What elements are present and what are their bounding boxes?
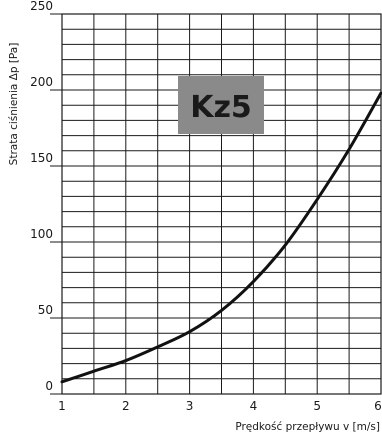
plot-frame [61, 13, 382, 395]
badge-box [178, 76, 264, 134]
x-tick-label: 2 [122, 399, 130, 413]
x-axis-label: Prędkość przepływu v [m/s] [235, 421, 380, 433]
badge-label: Kz5 [190, 90, 252, 125]
y-tick-label: 100 [30, 227, 53, 241]
x-tick-label: 1 [58, 399, 66, 413]
labels: Prędkość przepływu v [m/s] Strata ciśnie… [8, 43, 380, 433]
series-badge: Kz5 [178, 76, 264, 134]
y-tick-label: 0 [45, 379, 53, 393]
x-tick-label: 6 [374, 399, 382, 413]
y-tick-label: 50 [38, 303, 53, 317]
x-tick-label: 3 [186, 399, 194, 413]
x-tick-label: 4 [250, 399, 258, 413]
series-line [60, 91, 382, 384]
x-tick-label: 5 [313, 399, 321, 413]
series [60, 91, 382, 384]
y-axis-label: Strata ciśnienia Δp [Pa] [8, 43, 20, 166]
y-tick-label: 150 [30, 151, 53, 165]
y-tick-label: 200 [30, 75, 53, 89]
axes: 0 50 100 150 200 250 1 2 3 4 5 6 [30, 0, 382, 413]
grid [61, 13, 382, 395]
y-tick-label: 250 [30, 0, 53, 13]
